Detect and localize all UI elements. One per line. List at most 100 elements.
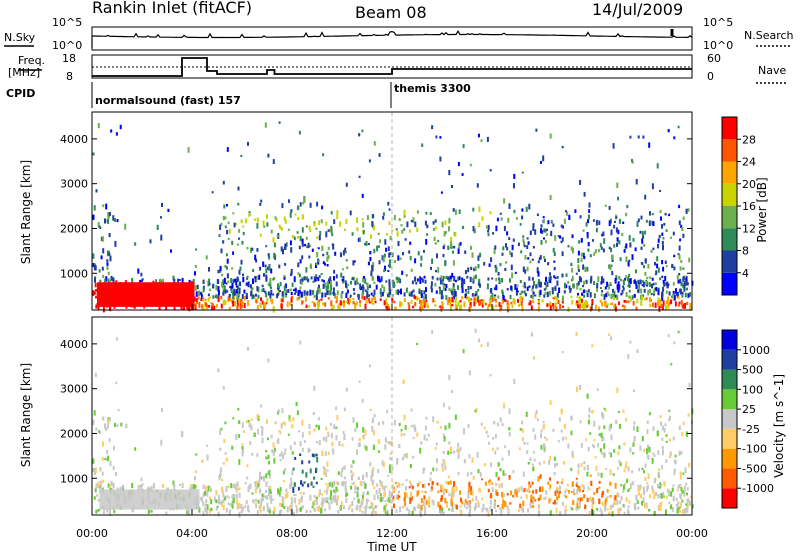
range-cell (379, 278, 382, 283)
range-cell (226, 258, 229, 264)
range-cell (316, 236, 319, 239)
range-cell (410, 482, 412, 488)
range-cell (472, 226, 475, 232)
range-cell (260, 297, 262, 302)
range-cell (273, 447, 276, 453)
range-cell (378, 488, 381, 494)
range-cell (511, 304, 514, 309)
range-cell (525, 206, 528, 212)
range-cell (645, 297, 648, 300)
range-cell (468, 306, 471, 313)
range-cell (644, 477, 647, 481)
range-cell (401, 229, 404, 234)
range-cell (251, 492, 254, 495)
range-cell (504, 298, 507, 302)
range-cell (611, 511, 614, 517)
range-cell (393, 283, 396, 287)
range-cell (502, 295, 505, 300)
range-cell (575, 483, 578, 487)
range-cell (491, 277, 494, 280)
range-cell (246, 277, 248, 281)
range-cell (219, 265, 222, 272)
range-cell (506, 505, 509, 510)
range-cell (492, 437, 495, 440)
range-cell (627, 261, 630, 267)
range-cell (309, 289, 312, 296)
range-cell (241, 294, 244, 299)
range-cell (627, 284, 630, 288)
range-cell (350, 485, 352, 490)
date-title: 14/Jul/2009 (592, 0, 683, 19)
range-cell (599, 299, 602, 303)
range-cell (505, 243, 507, 248)
range-cell (256, 286, 259, 292)
range-cell (644, 272, 647, 276)
range-cell (581, 292, 584, 296)
range-cell (322, 279, 325, 283)
range-cell (277, 488, 279, 494)
range-cell (424, 510, 427, 515)
range-cell (113, 509, 116, 514)
range-cell (195, 453, 198, 456)
range-cell (349, 294, 352, 298)
range-cell (383, 492, 386, 497)
range-cell (460, 497, 463, 503)
range-cell (520, 250, 523, 254)
range-cell (384, 500, 387, 502)
range-cell (667, 129, 670, 133)
range-cell (634, 247, 637, 252)
range-cell (326, 280, 329, 286)
range-cell (652, 282, 655, 286)
range-cell (677, 501, 680, 505)
range-cell (587, 242, 590, 247)
range-cell (382, 420, 385, 425)
range-cell (597, 472, 600, 477)
range-cell (404, 491, 406, 498)
range-cell (488, 303, 491, 307)
range-cell (398, 218, 401, 222)
range-cell (576, 284, 579, 290)
range-cell (209, 486, 212, 489)
range-cell (410, 219, 413, 223)
range-cell (442, 276, 445, 280)
range-cell (387, 270, 390, 272)
range-cell (315, 481, 318, 485)
range-cell (313, 476, 315, 480)
range-cell (580, 443, 583, 448)
range-cell (331, 233, 334, 237)
range-cell (373, 289, 376, 296)
range-cell (341, 468, 344, 472)
range-cell (439, 136, 442, 139)
range-cell (405, 452, 408, 459)
range-cell (94, 283, 97, 288)
range-cell (451, 272, 454, 278)
range-cell (477, 500, 480, 505)
range-cell (519, 280, 522, 284)
range-cell (161, 202, 163, 207)
range-cell (237, 303, 240, 307)
y-tick-label: 3000 (60, 178, 88, 191)
range-cell (600, 472, 603, 478)
range-cell (293, 441, 296, 446)
range-cell (649, 289, 652, 293)
range-cell (254, 488, 257, 494)
range-cell (556, 496, 559, 501)
range-cell (385, 247, 388, 252)
range-cell (589, 254, 592, 258)
range-cell (374, 300, 377, 304)
range-cell (170, 249, 172, 253)
range-cell (410, 408, 413, 412)
range-cell (679, 483, 682, 489)
range-cell (641, 284, 644, 287)
range-cell (618, 423, 621, 429)
range-cell (647, 263, 650, 269)
range-cell (585, 305, 588, 308)
range-cell (643, 288, 646, 293)
range-cell (520, 301, 523, 306)
range-cell (269, 486, 272, 489)
range-cell (231, 282, 234, 289)
range-cell (653, 477, 656, 484)
range-cell (283, 275, 286, 278)
range-cell (277, 283, 279, 289)
colorbar-frame (721, 329, 738, 509)
